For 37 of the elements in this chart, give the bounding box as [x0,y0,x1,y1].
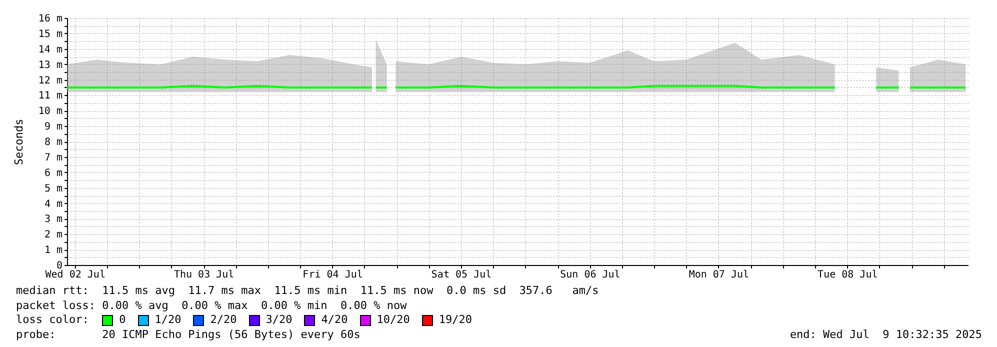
legend-label: 3/20 [266,313,292,328]
y-axis-title: Seconds [12,118,26,166]
y-tick-label: 0 [56,260,62,272]
y-tick-label: 7 m [44,152,62,164]
legend-label: 10/20 [376,313,410,328]
y-tick-label: 11 m [38,90,62,102]
x-tick-label: Mon 07 Jul [688,270,750,280]
legend-label: 19/20 [438,313,472,328]
y-tick-label: 1 m [44,245,62,256]
x-tick-label: Sun 06 Jul [560,270,620,280]
y-tick-label: 6 m [44,168,62,179]
y-tick-label: 8 m [44,137,62,148]
x-tick-label: Thu 03 Jul [174,270,234,280]
legend-label: 2/20 [210,313,237,328]
y-tick-label: 12 m [38,75,62,86]
x-tick-label: Sat 05 Jul [431,270,492,280]
y-tick-label: 15 m [38,28,62,40]
x-tick-label: Fri 04 Jul [302,270,363,280]
text: end: Wed Jul 9 10:32:35 2025 [790,328,982,342]
legend-label: 0 [119,313,126,328]
y-tick-label: 10 m [38,106,62,118]
legend-label: 4/20 [321,313,348,328]
legend-label: 1/20 [154,313,182,328]
y-tick-label: 2 m [44,230,62,241]
y-tick-label: 9 m [44,122,62,133]
text: packet loss: 0.00 % avg 0.00 % max 0.00 % min 0.00 % now [16,298,408,313]
y-tick-label: 4 m [44,198,62,210]
legend-title: loss color: [16,313,90,328]
text: probe: 20 ICMP Echo Pings (56 Bytes) every 60s [16,328,360,342]
x-tick-label: Tue 08 Jul [818,270,878,280]
y-tick-label: 5 m [44,183,62,194]
text: median rtt: 11.5 ms avg 11.7 ms max 11.5 ms min 11.5 ms now 0.0 ms sd 357.6 am/s [16,284,600,298]
y-tick-label: 3 m [44,214,62,226]
y-tick-label: 14 m [38,44,62,56]
y-tick-label: 13 m [38,60,62,71]
x-tick-label: Wed 02 Jul [45,270,106,280]
y-tick-label: 16 m [38,14,62,24]
